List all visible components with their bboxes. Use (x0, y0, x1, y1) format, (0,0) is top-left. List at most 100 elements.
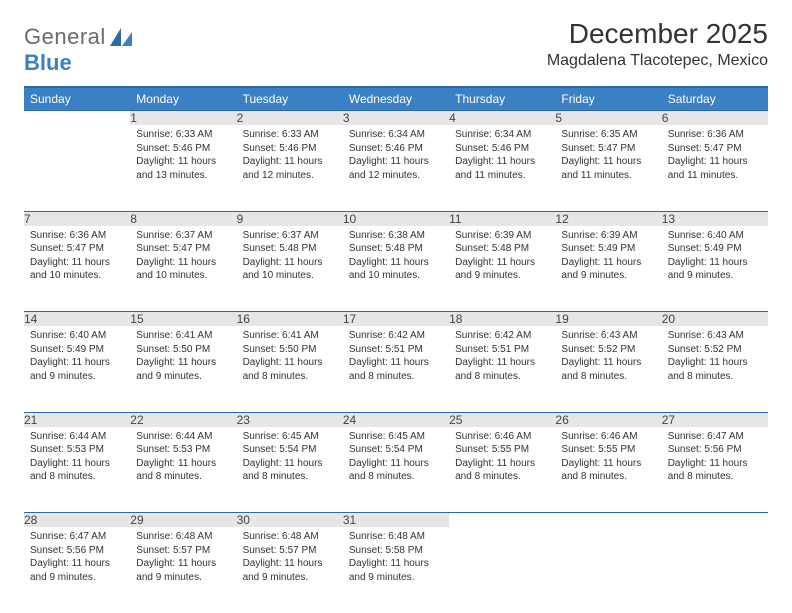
day-cell: Sunrise: 6:39 AMSunset: 5:48 PMDaylight:… (449, 226, 555, 312)
day-header: Monday (130, 87, 236, 111)
week-daynum-row: 123456 (24, 111, 768, 126)
day-header: Tuesday (237, 87, 343, 111)
week-body-row: Sunrise: 6:47 AMSunset: 5:56 PMDaylight:… (24, 527, 768, 613)
day-cell: Sunrise: 6:47 AMSunset: 5:56 PMDaylight:… (24, 527, 130, 613)
day-details: Sunrise: 6:39 AMSunset: 5:48 PMDaylight:… (449, 226, 555, 289)
day-number: 4 (449, 111, 555, 126)
week-body-row: Sunrise: 6:44 AMSunset: 5:53 PMDaylight:… (24, 427, 768, 513)
day-number: 3 (343, 111, 449, 126)
day-number: 23 (237, 412, 343, 427)
day-details: Sunrise: 6:47 AMSunset: 5:56 PMDaylight:… (24, 527, 130, 590)
day-details: Sunrise: 6:40 AMSunset: 5:49 PMDaylight:… (24, 326, 130, 389)
day-details: Sunrise: 6:43 AMSunset: 5:52 PMDaylight:… (555, 326, 661, 389)
day-number: 12 (555, 211, 661, 226)
week-body-row: Sunrise: 6:36 AMSunset: 5:47 PMDaylight:… (24, 226, 768, 312)
day-cell: Sunrise: 6:48 AMSunset: 5:57 PMDaylight:… (130, 527, 236, 613)
day-header: Friday (555, 87, 661, 111)
day-cell: Sunrise: 6:41 AMSunset: 5:50 PMDaylight:… (237, 326, 343, 412)
day-details: Sunrise: 6:36 AMSunset: 5:47 PMDaylight:… (662, 125, 768, 188)
day-cell: Sunrise: 6:45 AMSunset: 5:54 PMDaylight:… (237, 427, 343, 513)
title-block: December 2025 Magdalena Tlacotepec, Mexi… (547, 18, 768, 70)
day-number: 24 (343, 412, 449, 427)
day-details: Sunrise: 6:46 AMSunset: 5:55 PMDaylight:… (555, 427, 661, 490)
day-cell: Sunrise: 6:37 AMSunset: 5:48 PMDaylight:… (237, 226, 343, 312)
day-number: 2 (237, 111, 343, 126)
day-cell: Sunrise: 6:38 AMSunset: 5:48 PMDaylight:… (343, 226, 449, 312)
brand-part1: General (24, 24, 106, 50)
day-number: 15 (130, 312, 236, 327)
day-details: Sunrise: 6:45 AMSunset: 5:54 PMDaylight:… (343, 427, 449, 490)
day-details: Sunrise: 6:37 AMSunset: 5:47 PMDaylight:… (130, 226, 236, 289)
day-details: Sunrise: 6:39 AMSunset: 5:49 PMDaylight:… (555, 226, 661, 289)
day-cell: Sunrise: 6:36 AMSunset: 5:47 PMDaylight:… (24, 226, 130, 312)
empty-day-number (24, 111, 130, 126)
day-details: Sunrise: 6:43 AMSunset: 5:52 PMDaylight:… (662, 326, 768, 389)
brand-sail-icon (110, 28, 132, 46)
day-details: Sunrise: 6:42 AMSunset: 5:51 PMDaylight:… (343, 326, 449, 389)
day-details: Sunrise: 6:37 AMSunset: 5:48 PMDaylight:… (237, 226, 343, 289)
empty-day-cell (449, 527, 555, 613)
week-body-row: Sunrise: 6:33 AMSunset: 5:46 PMDaylight:… (24, 125, 768, 211)
day-number: 20 (662, 312, 768, 327)
week-daynum-row: 21222324252627 (24, 412, 768, 427)
day-cell: Sunrise: 6:46 AMSunset: 5:55 PMDaylight:… (449, 427, 555, 513)
day-details: Sunrise: 6:44 AMSunset: 5:53 PMDaylight:… (24, 427, 130, 490)
day-cell: Sunrise: 6:36 AMSunset: 5:47 PMDaylight:… (662, 125, 768, 211)
day-number: 14 (24, 312, 130, 327)
day-details: Sunrise: 6:47 AMSunset: 5:56 PMDaylight:… (662, 427, 768, 490)
location-subtitle: Magdalena Tlacotepec, Mexico (547, 52, 768, 70)
day-number: 9 (237, 211, 343, 226)
day-number: 19 (555, 312, 661, 327)
day-details: Sunrise: 6:45 AMSunset: 5:54 PMDaylight:… (237, 427, 343, 490)
day-cell: Sunrise: 6:48 AMSunset: 5:58 PMDaylight:… (343, 527, 449, 613)
calendar-page: General December 2025 Magdalena Tlacotep… (0, 0, 792, 613)
day-cell: Sunrise: 6:42 AMSunset: 5:51 PMDaylight:… (449, 326, 555, 412)
day-cell: Sunrise: 6:40 AMSunset: 5:49 PMDaylight:… (662, 226, 768, 312)
day-number: 21 (24, 412, 130, 427)
day-cell: Sunrise: 6:40 AMSunset: 5:49 PMDaylight:… (24, 326, 130, 412)
day-cell: Sunrise: 6:43 AMSunset: 5:52 PMDaylight:… (662, 326, 768, 412)
day-cell: Sunrise: 6:43 AMSunset: 5:52 PMDaylight:… (555, 326, 661, 412)
day-details: Sunrise: 6:41 AMSunset: 5:50 PMDaylight:… (237, 326, 343, 389)
day-number: 5 (555, 111, 661, 126)
day-number: 27 (662, 412, 768, 427)
day-details: Sunrise: 6:42 AMSunset: 5:51 PMDaylight:… (449, 326, 555, 389)
empty-day-cell (24, 125, 130, 211)
day-details: Sunrise: 6:48 AMSunset: 5:58 PMDaylight:… (343, 527, 449, 590)
day-number: 28 (24, 513, 130, 528)
day-cell: Sunrise: 6:48 AMSunset: 5:57 PMDaylight:… (237, 527, 343, 613)
day-number: 30 (237, 513, 343, 528)
day-number: 7 (24, 211, 130, 226)
day-number: 16 (237, 312, 343, 327)
day-details: Sunrise: 6:38 AMSunset: 5:48 PMDaylight:… (343, 226, 449, 289)
day-header: Wednesday (343, 87, 449, 111)
month-title: December 2025 (547, 18, 768, 50)
day-cell: Sunrise: 6:44 AMSunset: 5:53 PMDaylight:… (24, 427, 130, 513)
day-cell: Sunrise: 6:45 AMSunset: 5:54 PMDaylight:… (343, 427, 449, 513)
day-number: 31 (343, 513, 449, 528)
day-number: 18 (449, 312, 555, 327)
day-cell: Sunrise: 6:41 AMSunset: 5:50 PMDaylight:… (130, 326, 236, 412)
day-details: Sunrise: 6:34 AMSunset: 5:46 PMDaylight:… (449, 125, 555, 188)
calendar-head: Sunday Monday Tuesday Wednesday Thursday… (24, 87, 768, 111)
day-header: Sunday (24, 87, 130, 111)
empty-day-number (662, 513, 768, 528)
day-details: Sunrise: 6:48 AMSunset: 5:57 PMDaylight:… (237, 527, 343, 590)
day-number: 22 (130, 412, 236, 427)
day-number: 26 (555, 412, 661, 427)
week-daynum-row: 14151617181920 (24, 312, 768, 327)
day-header-row: Sunday Monday Tuesday Wednesday Thursday… (24, 87, 768, 111)
day-number: 6 (662, 111, 768, 126)
day-number: 29 (130, 513, 236, 528)
empty-day-cell (555, 527, 661, 613)
day-details: Sunrise: 6:34 AMSunset: 5:46 PMDaylight:… (343, 125, 449, 188)
day-details: Sunrise: 6:41 AMSunset: 5:50 PMDaylight:… (130, 326, 236, 389)
day-details: Sunrise: 6:35 AMSunset: 5:47 PMDaylight:… (555, 125, 661, 188)
week-daynum-row: 28293031 (24, 513, 768, 528)
day-cell: Sunrise: 6:39 AMSunset: 5:49 PMDaylight:… (555, 226, 661, 312)
day-cell: Sunrise: 6:46 AMSunset: 5:55 PMDaylight:… (555, 427, 661, 513)
calendar-table: Sunday Monday Tuesday Wednesday Thursday… (24, 86, 768, 613)
empty-day-number (449, 513, 555, 528)
day-number: 11 (449, 211, 555, 226)
day-header: Thursday (449, 87, 555, 111)
